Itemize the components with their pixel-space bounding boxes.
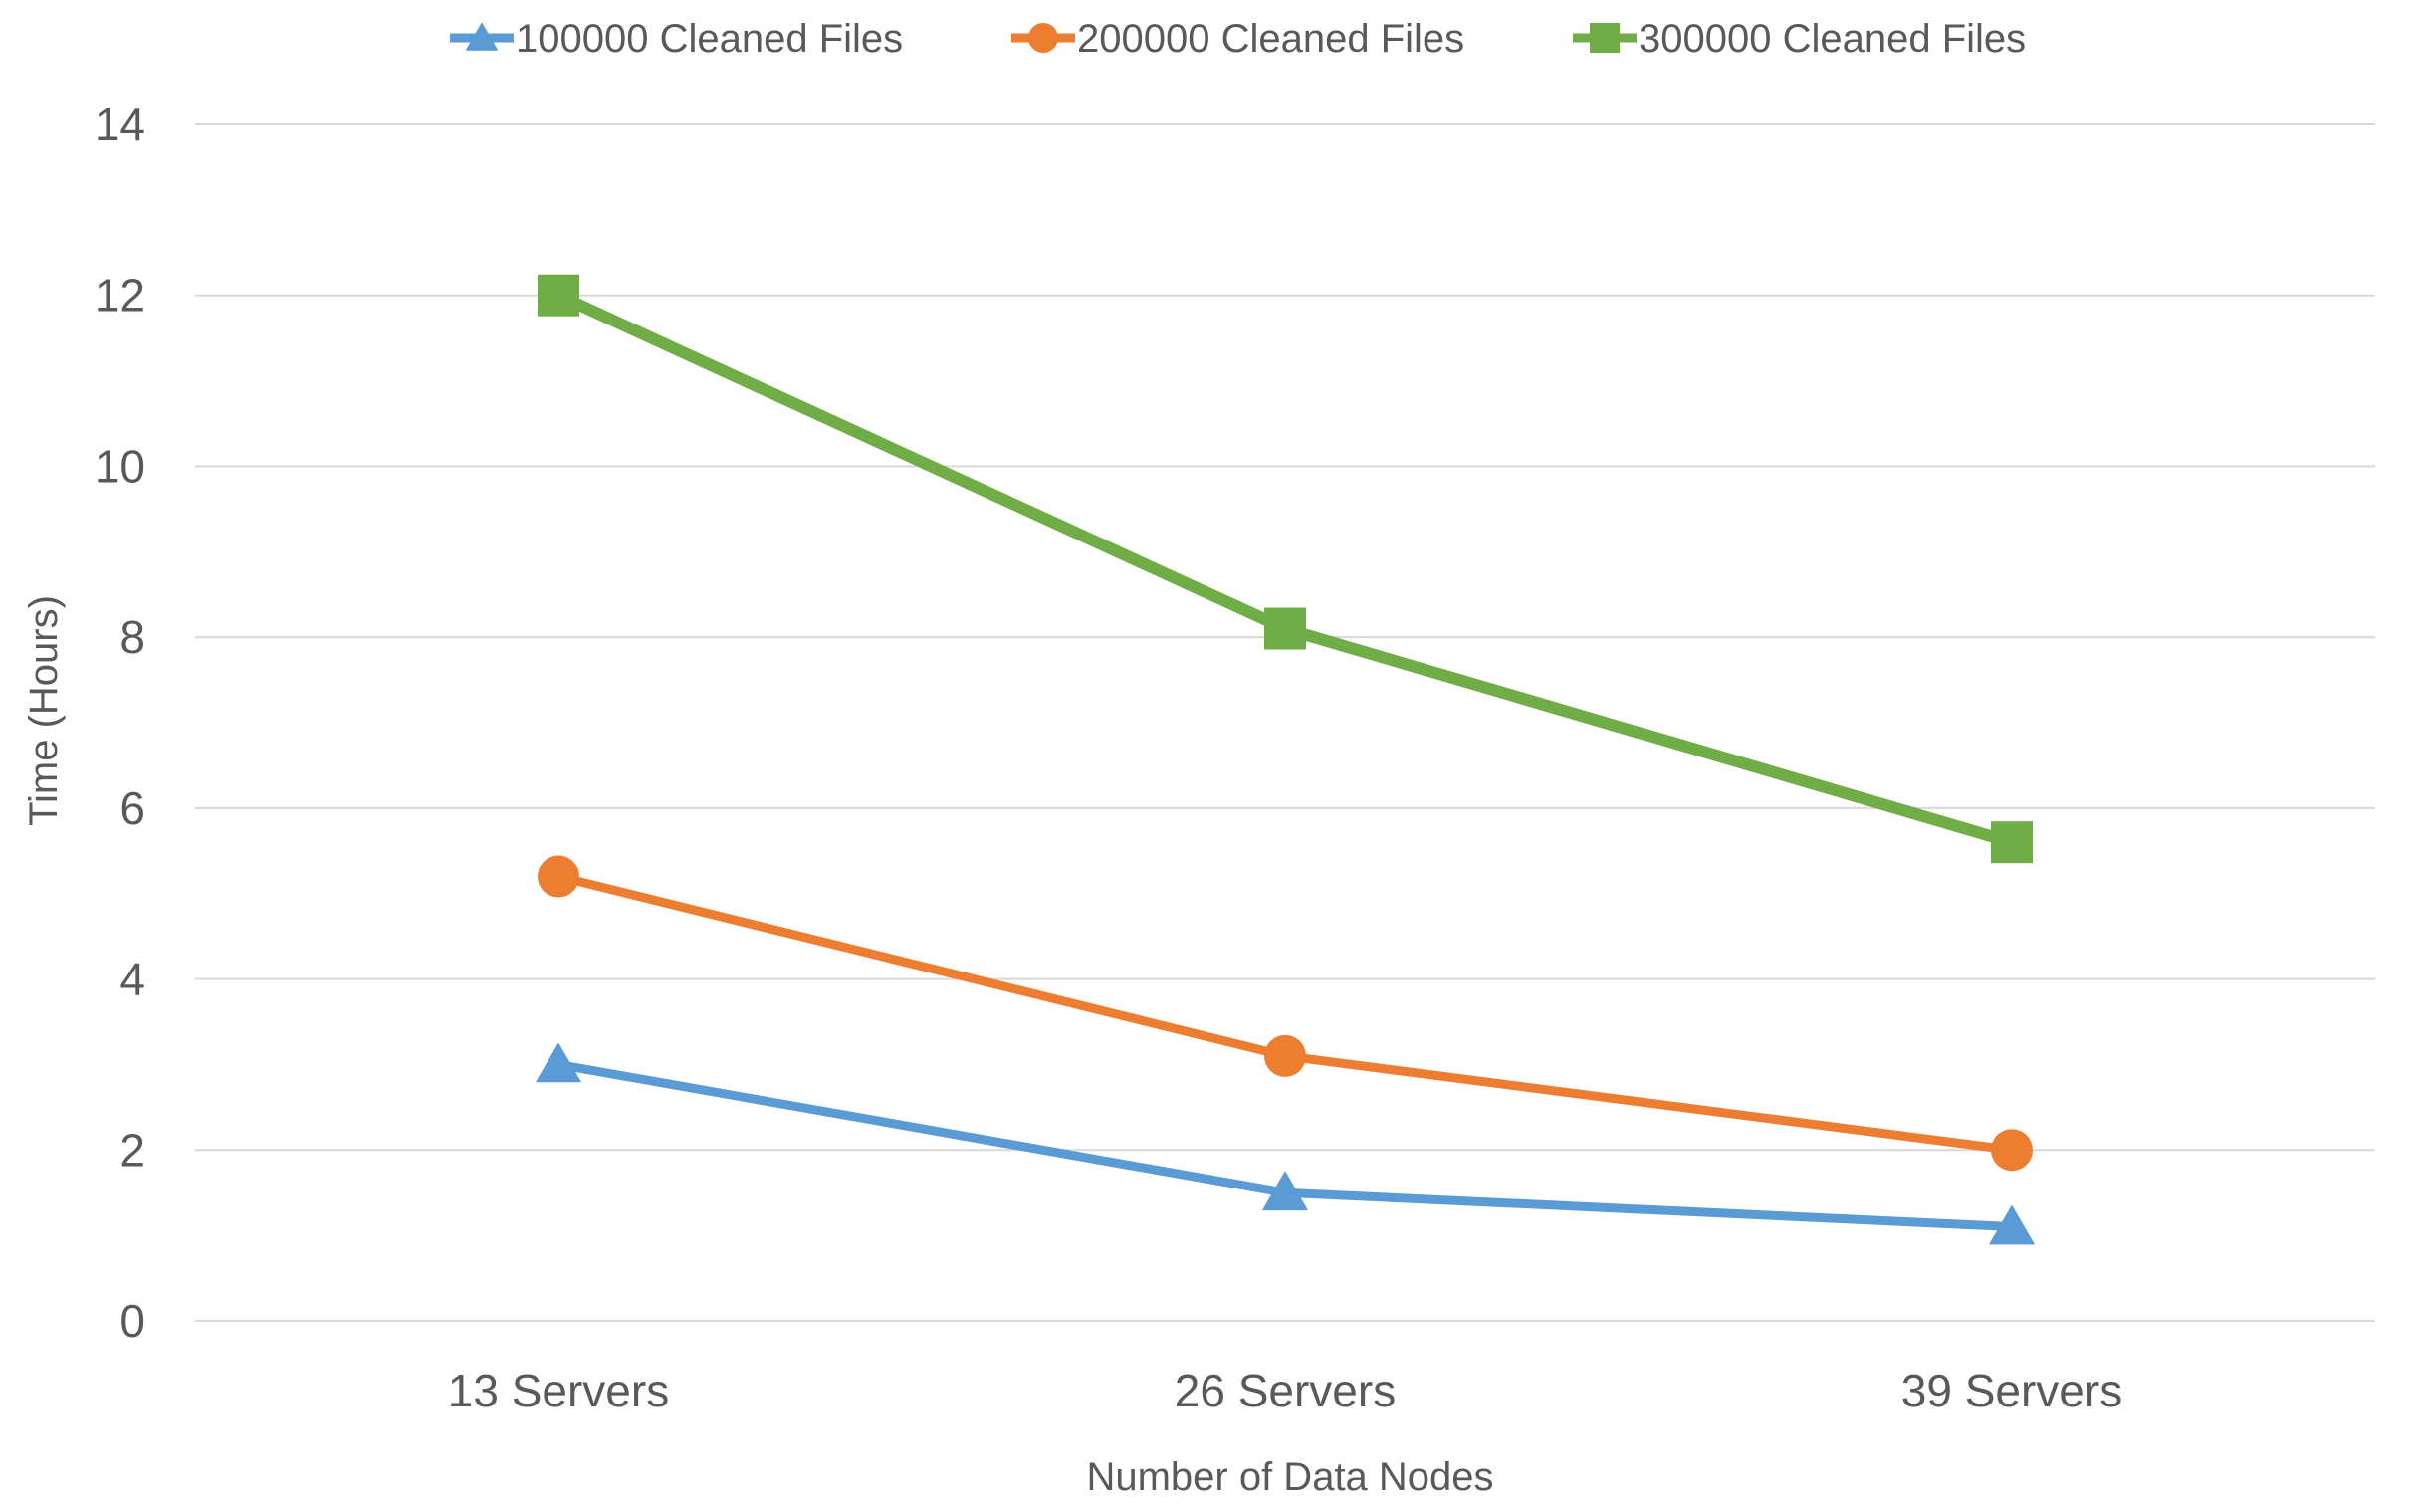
y-tick-label: 4 xyxy=(119,954,145,1005)
legend-marker-triangle xyxy=(465,22,499,51)
y-tick-label: 0 xyxy=(119,1295,145,1347)
y-tick-label: 10 xyxy=(95,440,145,492)
y-tick-label: 8 xyxy=(119,611,145,663)
series-markers xyxy=(535,274,2036,1245)
y-tick-label: 6 xyxy=(119,782,145,834)
legend-item: 200000 Cleaned Files xyxy=(1011,17,1464,61)
legend-item: 100000 Cleaned Files xyxy=(450,17,903,61)
gridlines xyxy=(195,123,2375,1322)
data-point-triangle xyxy=(535,1042,582,1083)
data-point-square xyxy=(1991,821,2033,864)
y-tick-label: 12 xyxy=(95,270,145,322)
data-point-circle xyxy=(538,855,579,898)
x-axis-title: Number of Data Nodes xyxy=(1086,1455,1493,1499)
legend-marker-circle xyxy=(1028,23,1058,53)
y-axis-title: Time (Hours) xyxy=(22,595,66,826)
y-tick-label: 2 xyxy=(119,1124,145,1176)
x-tick-label: 26 Servers xyxy=(1175,1365,1396,1416)
series-line-3 xyxy=(552,289,2018,849)
data-point-square xyxy=(1264,607,1306,650)
data-point-triangle xyxy=(1261,1171,1309,1211)
data-point-circle xyxy=(1991,1129,2033,1172)
data-point-triangle xyxy=(1988,1204,2036,1245)
x-tick-label: 13 Servers xyxy=(448,1365,669,1416)
series-line-2 xyxy=(553,872,2017,1155)
legend: 100000 Cleaned Files 200000 Cleaned Files… xyxy=(450,17,2026,61)
x-tick-label: 39 Servers xyxy=(1901,1365,2122,1416)
series-lines xyxy=(552,289,2018,1232)
y-axis-tick-labels: 0 2 4 6 8 10 12 14 xyxy=(95,99,145,1347)
x-axis-tick-labels: 13 Servers 26 Servers 39 Servers xyxy=(448,1365,2122,1416)
legend-label: 300000 Cleaned Files xyxy=(1639,17,2026,61)
legend-label: 200000 Cleaned Files xyxy=(1077,17,1464,61)
data-point-square xyxy=(538,274,579,317)
data-point-circle xyxy=(1264,1034,1306,1077)
legend-marker-square xyxy=(1590,23,1620,53)
y-tick-label: 14 xyxy=(95,99,145,150)
legend-item: 300000 Cleaned Files xyxy=(1573,17,2026,61)
legend-label: 100000 Cleaned Files xyxy=(516,17,903,61)
